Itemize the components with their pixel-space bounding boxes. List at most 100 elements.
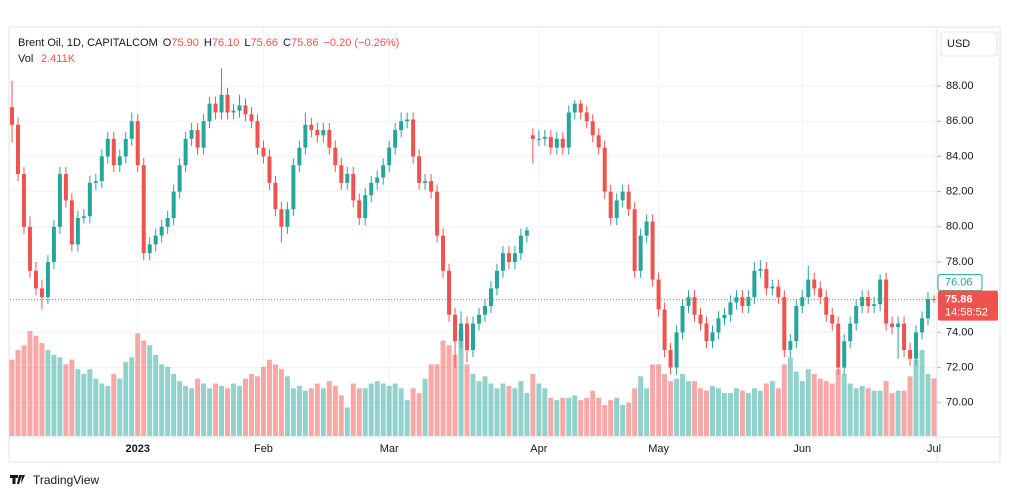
volume-bar (201, 383, 207, 436)
candle-body (638, 235, 643, 271)
candle-body (339, 165, 344, 183)
candle-body (668, 349, 673, 368)
candle-body (650, 221, 655, 280)
countdown: 14:58:52 (945, 307, 988, 319)
volume-bar (751, 388, 757, 436)
x-tick-label: Mar (380, 443, 399, 455)
candle-body (291, 165, 296, 210)
candle-body (626, 191, 631, 210)
volume-bar (620, 404, 626, 436)
volume-bar (344, 407, 350, 436)
candle-body (908, 349, 913, 359)
candle-body (309, 124, 314, 131)
field-value: 76.10 (212, 37, 240, 49)
candle-body (662, 309, 667, 350)
volume-bar (57, 357, 63, 436)
candle-body (447, 270, 452, 315)
currency[interactable]: USD (947, 38, 970, 50)
volume-bar (183, 385, 189, 436)
candle-body (914, 332, 919, 359)
volume-bar (680, 373, 686, 436)
candle-body (273, 182, 278, 210)
field-value: 75.66 (250, 37, 278, 49)
candle-body (590, 121, 595, 136)
candle-body (524, 230, 529, 236)
candle-body (15, 124, 20, 175)
legend-line: Brent Oil, 1D, CAPITALCOM O75.90 H76.10 L75… (18, 37, 399, 49)
candle-body (764, 269, 769, 289)
volume-bar (177, 381, 183, 436)
candle-body (57, 174, 62, 227)
volume-bar (368, 383, 374, 436)
y-tick-label: 88.00 (946, 80, 974, 92)
volume-bar (63, 364, 69, 436)
volume-bar (853, 388, 859, 436)
candle-body (848, 323, 853, 342)
candle-body (830, 314, 835, 324)
candle-body (878, 279, 883, 305)
volume-bar (296, 385, 302, 436)
candle-body (656, 279, 661, 310)
volume-bar (584, 397, 590, 436)
volume-bar (398, 388, 404, 436)
volume-bar (392, 383, 398, 436)
candle-body (494, 270, 499, 289)
volume-bar (704, 390, 709, 436)
volume-bar (237, 385, 242, 436)
candle-body (890, 323, 895, 328)
volume-bar (159, 364, 165, 436)
currency-button[interactable] (940, 31, 998, 57)
candle-body (644, 221, 649, 236)
volume-bar (871, 390, 877, 436)
candle-body (602, 147, 607, 192)
field-label: O (163, 37, 172, 49)
candle-body (261, 147, 266, 157)
candle-body (872, 304, 877, 306)
volume-bar (727, 393, 733, 436)
candle-body (357, 200, 362, 219)
candle-body (105, 138, 110, 157)
volume-bar (243, 378, 248, 436)
candle-body (381, 165, 386, 178)
candle-body (10, 107, 14, 125)
volume-bar (721, 393, 727, 436)
y-tick-label: 86.00 (946, 115, 974, 127)
candle-body (500, 253, 505, 271)
volume-bar (668, 381, 674, 436)
volume-bar (165, 366, 171, 436)
candle-body (45, 261, 50, 298)
volume-bar (374, 381, 380, 436)
candle-body (69, 200, 74, 245)
volume-bar (111, 373, 117, 436)
candle-body (201, 121, 206, 148)
candle-body (117, 156, 122, 166)
candle-body (896, 323, 901, 328)
volume-bar (87, 369, 93, 436)
volume-bar (919, 350, 925, 436)
candle-body (81, 216, 86, 219)
x-tick-label: Feb (254, 443, 273, 455)
candle-body (710, 332, 715, 342)
y-tick-label: 78.00 (946, 256, 974, 268)
volume-bar (781, 364, 787, 436)
volume-bar (644, 388, 650, 436)
volume-bar (901, 390, 907, 436)
candle-body (716, 318, 721, 333)
volume-bar (793, 371, 799, 436)
volume-bar (410, 388, 416, 436)
volume-bar (290, 388, 296, 436)
volume-bar (260, 366, 266, 436)
candle-body (285, 209, 290, 227)
candle-body (225, 94, 230, 113)
volume-label: Vol (18, 53, 33, 65)
candle-body (614, 200, 619, 219)
volume-bar (189, 388, 195, 436)
volume-bar (93, 378, 99, 436)
candle-body (21, 174, 26, 227)
volume-bar (883, 381, 889, 436)
candle-body (429, 181, 434, 192)
volume-bar (602, 404, 608, 436)
candle-body (554, 138, 559, 148)
volume-bar (494, 388, 500, 436)
candle-body (530, 135, 535, 139)
